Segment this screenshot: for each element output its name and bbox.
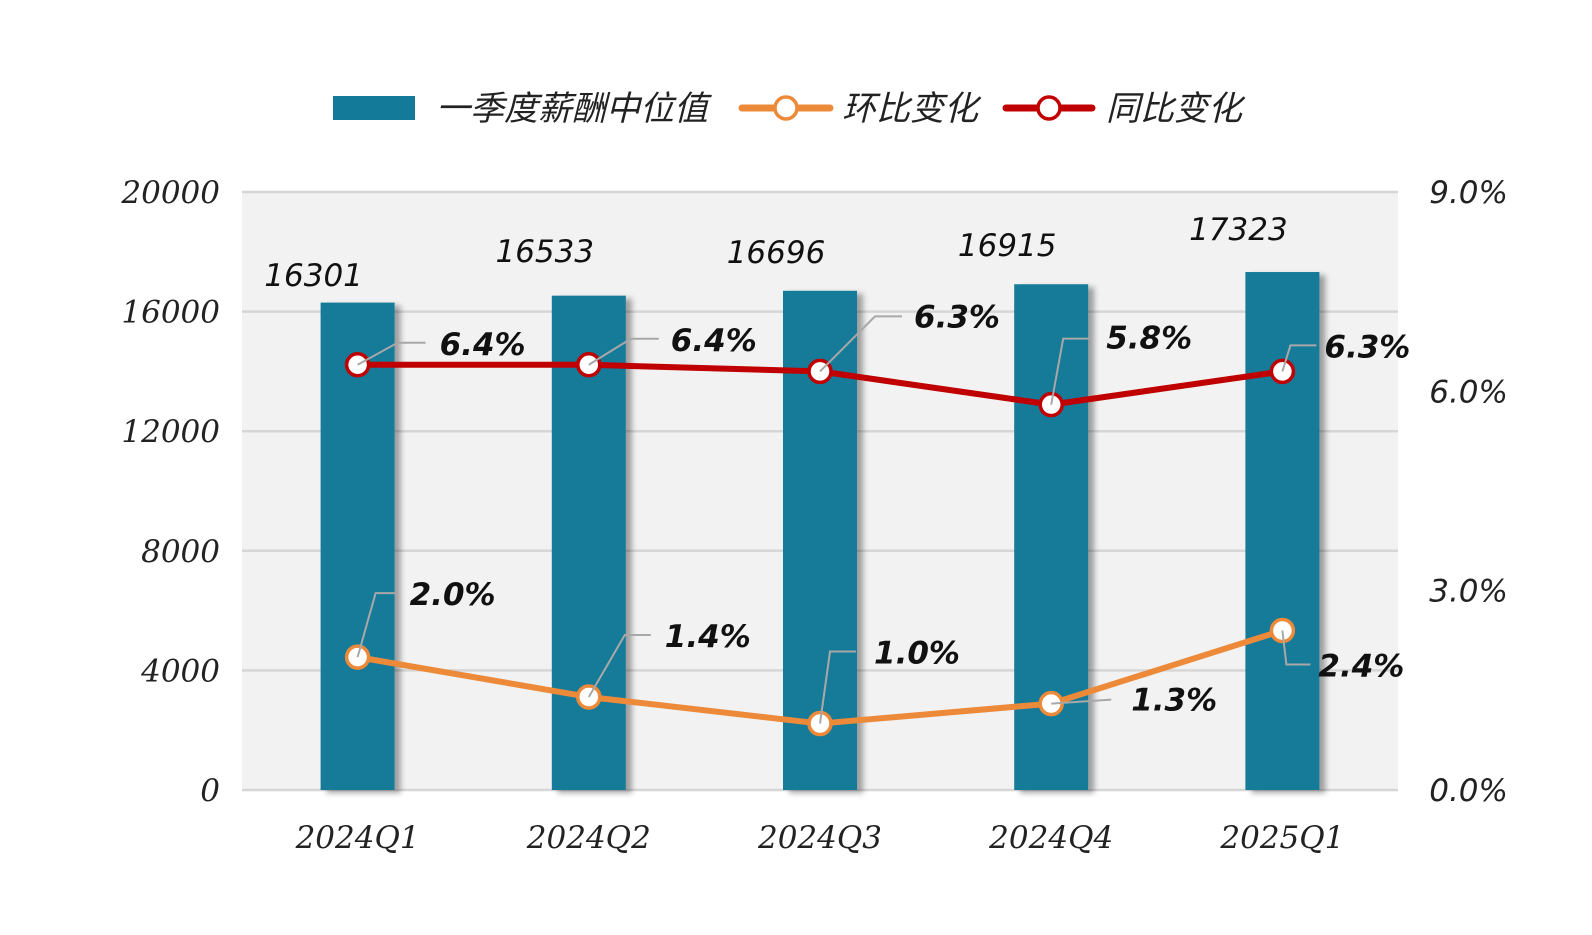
y-axis-tick-label: 8000	[141, 534, 220, 570]
legend-label: 环比变化	[842, 89, 982, 129]
x-axis-tick-label: 2024Q3	[757, 820, 882, 856]
data-label-yoy: 6.4%	[671, 323, 757, 359]
x-axis-tick-label: 2025Q1	[1219, 820, 1344, 856]
data-label-yoy: 6.3%	[914, 299, 1000, 335]
data-label-yoy: 5.8%	[1106, 321, 1192, 357]
y-axis-tick-label: 20000	[120, 175, 220, 211]
data-label-leader-line	[819, 650, 856, 724]
y2-axis-tick-label: 9.0%	[1429, 175, 1508, 211]
legend: 一季度薪酬中位值 环比变化 同比变化	[333, 89, 1246, 129]
data-label-leader-line	[819, 315, 902, 373]
legend-swatch-bar	[333, 96, 415, 120]
data-label-yoy: 6.4%	[440, 327, 526, 363]
y-axis-tick-label: 4000	[140, 653, 220, 689]
legend-label: 一季度薪酬中位值	[436, 89, 712, 129]
data-label-qoq: 1.4%	[665, 619, 751, 655]
y2-axis-tick-label: 3.0%	[1429, 574, 1508, 610]
x-axis-tick-label: 2024Q2	[526, 820, 651, 856]
data-label-qoq: 2.4%	[1318, 649, 1404, 685]
legend-marker-icon	[773, 95, 799, 121]
x-axis-tick-label: 2024Q1	[295, 820, 420, 856]
bar-value-label: 17323	[1189, 212, 1288, 248]
data-label-qoq: 2.0%	[410, 577, 496, 613]
bar-value-label: 16915	[958, 228, 1057, 264]
y2-axis-tick-label: 0.0%	[1429, 773, 1508, 809]
bar-median-salary	[1245, 272, 1320, 790]
legend-marker-icon	[1036, 95, 1062, 121]
y-axis-tick-label: 16000	[121, 295, 220, 331]
data-label-leader-line	[1281, 630, 1311, 666]
data-label-qoq: 1.0%	[874, 636, 960, 672]
bar-value-label: 16696	[727, 235, 826, 271]
data-label-leader-line	[588, 337, 659, 366]
y-axis-tick-label: 0	[200, 773, 220, 809]
legend-label: 同比变化	[1106, 89, 1246, 129]
data-label-leader-line	[1281, 344, 1317, 372]
y-axis-tick-label: 12000	[121, 414, 220, 450]
bar-value-label: 16533	[495, 234, 594, 270]
bar-value-label: 16301	[264, 258, 363, 294]
data-label-leader-line	[587, 633, 651, 698]
bar-median-salary	[320, 302, 395, 790]
data-label-leader-line	[356, 592, 396, 658]
data-label-leader-line	[1051, 698, 1112, 705]
x-axis-tick-label: 2024Q4	[988, 820, 1113, 856]
y2-axis-tick-label: 6.0%	[1429, 374, 1508, 410]
data-label-leader-line	[357, 341, 426, 366]
data-label-qoq: 1.3%	[1131, 683, 1217, 719]
data-label-leader-line	[1050, 337, 1090, 405]
data-label-yoy: 6.3%	[1324, 329, 1410, 365]
